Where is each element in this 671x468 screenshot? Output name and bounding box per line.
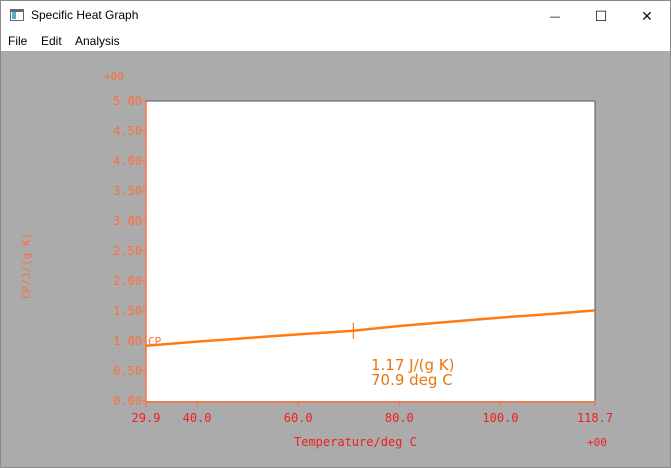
minimize-icon: —	[549, 10, 561, 23]
y-tick-label: 1.50	[113, 304, 142, 318]
plot-area[interactable]	[146, 101, 595, 401]
x-tick-label: 29.9	[132, 411, 161, 425]
x-tick-label: 100.0	[482, 411, 518, 425]
x-axis-ticks: 29.9 40.0 60.0 80.0 100.0 118.7	[132, 402, 613, 425]
x-axis-exponent: +00	[587, 436, 607, 449]
y-tick-label: 0.00	[113, 394, 142, 408]
x-tick-label: 118.7	[577, 411, 613, 425]
y-tick-label: 2.50	[113, 244, 142, 258]
close-button[interactable]: ✕	[624, 1, 670, 32]
y-tick-label: 4.50	[113, 124, 142, 138]
x-tick-label: 60.0	[284, 411, 313, 425]
axes	[145, 100, 596, 403]
readout-temperature: 70.9 deg C	[371, 371, 453, 389]
maximize-icon: ☐	[594, 8, 608, 25]
menu-analysis[interactable]: Analysis	[75, 34, 120, 48]
app-icon	[10, 9, 24, 21]
maximize-button[interactable]: ☐	[578, 1, 624, 32]
menu-bar: File Edit Analysis	[1, 32, 670, 51]
series-line-cp	[145, 309, 596, 348]
window-title: Specific Heat Graph	[31, 8, 139, 22]
x-tick-label: 40.0	[183, 411, 212, 425]
y-axis-label: CP/J/(g K)	[20, 233, 33, 299]
x-axis-label: Temperature/deg C	[294, 435, 417, 449]
series-layer: CP	[145, 309, 596, 348]
close-icon: ✕	[641, 8, 653, 25]
y-tick-label: 2.00	[113, 274, 142, 288]
menu-edit[interactable]: Edit	[41, 34, 62, 48]
title-bar[interactable]: Specific Heat Graph — ☐ ✕	[1, 1, 670, 32]
y-axis-ticks: 0.00 0.50 1.00 1.50 2.00 2.50 3.00 3.50 4.00 4.50…	[113, 94, 146, 408]
readout-value: 1.17 J/(g K)	[371, 356, 454, 374]
y-tick-label: 3.00	[113, 214, 142, 228]
y-tick-label: 4.00	[113, 154, 142, 168]
y-tick-label: 1.00	[113, 334, 142, 348]
graph-canvas: 0.00 0.50 1.00 1.50 2.00 2.50 3.00 3.50 4.00 4.50…	[1, 51, 670, 468]
y-tick-label: 3.50	[113, 184, 142, 198]
minimize-button[interactable]: —	[532, 1, 578, 32]
specific-heat-chart[interactable]: 0.00 0.50 1.00 1.50 2.00 2.50 3.00 3.50 4.00 4.50…	[1, 51, 670, 468]
y-tick-label: 5.00	[113, 94, 142, 108]
y-axis-exponent: +00	[104, 70, 124, 83]
series-label-cp: CP	[148, 335, 162, 348]
menu-file[interactable]: File	[8, 34, 28, 48]
y-tick-label: 0.50	[113, 364, 142, 378]
x-tick-label: 80.0	[385, 411, 414, 425]
